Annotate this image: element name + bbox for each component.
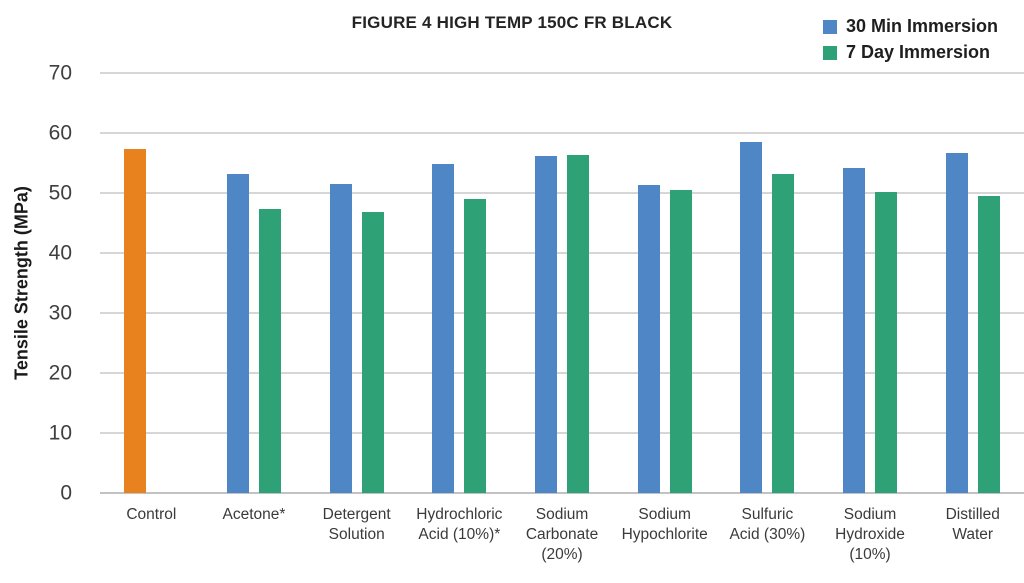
bar-slot-s1-c2 [361,73,384,493]
y-tick-label-0: 0 [60,481,72,505]
x-label-3: Hydrochloric Acid (10%)* [416,506,503,544]
x-label-8: Distilled Water [945,506,1000,544]
gridline-60 [100,132,1024,134]
bar-slot-s0-c1 [227,73,249,493]
chart-title: FIGURE 4 HIGH TEMP 150C FR BLACK [351,13,673,32]
legend-item-30min: 30 Min Immersion [822,16,998,37]
bar-group-4 [511,73,614,493]
bar-slot-s0-c2 [329,73,352,493]
bar-slot-s1-c0 [156,73,178,493]
bar-30-min-immersion-7 [843,167,866,493]
bar-group-0 [100,73,203,493]
x-label-2: Detergent Solution [322,506,391,544]
y-tick-labels: 0 10 20 30 40 50 60 70 [0,63,86,504]
bar-slot-s0-c8 [945,73,968,493]
y-tick-label-30: 30 [48,301,72,325]
legend: 30 Min Immersion 7 Day Immersion [822,16,998,63]
bar-group-6 [716,73,819,493]
bar-group-2 [305,73,408,493]
bar-slot-s1-c4 [567,73,590,493]
gridline-50 [100,192,1024,194]
bar-7-day-immersion-6 [772,173,795,493]
bar-group-5 [613,73,716,493]
y-tick-label-60: 60 [48,121,72,145]
bar-7-day-immersion-4 [567,154,590,493]
bar-30-min-immersion-3 [432,164,455,493]
legend-swatch-blue-icon [822,19,837,34]
legend-label-30min: 30 Min Immersion [845,16,998,36]
legend-swatch-green-icon [822,45,837,60]
x-axis-labels: Control Acetone* Detergent Solution Hydrochl… [100,505,1024,565]
bar-30-min-immersion-1 [227,173,249,493]
gridline-30 [100,312,1024,314]
x-label-7: Sodium Hydroxide (10%) [835,506,905,564]
bar-slot-s0-c4 [535,73,558,493]
legend-item-7day: 7 Day Immersion [822,42,998,63]
bar-7-day-immersion-5 [669,190,692,493]
bar-30-min-immersion-2 [329,184,352,493]
bar-slot-s1-c8 [977,73,1000,493]
x-label-1: Acetone* [222,506,286,523]
bar-30-min-immersion-6 [740,142,763,493]
bar-slot-s1-c7 [875,73,898,493]
y-tick-label-70: 70 [48,61,72,85]
plot-area [100,72,1024,494]
bar-30-min-immersion-4 [535,155,558,493]
bar-slot-s1-c3 [464,73,487,493]
x-label-6: Sulfuric Acid (30%) [729,506,806,544]
bar-slot-s0-c0 [124,73,147,493]
bar-7-day-immersion-8 [977,196,1000,493]
bar-7-day-immersion-3 [464,199,487,493]
x-label-5: Sodium Hypochlorite [621,506,708,544]
gridline-10 [100,432,1024,434]
gridline-20 [100,372,1024,374]
bar-group-1 [203,73,306,493]
bar-slot-s1-c5 [669,73,692,493]
gridline-0 [100,492,1024,494]
bar-slot-s1-c6 [772,73,795,493]
bar-7-day-immersion-7 [875,191,898,493]
x-label-4: Sodium Carbonate (20%) [525,506,599,564]
bar-slot-s0-c7 [843,73,866,493]
gridline-70 [100,72,1024,74]
bars-row [100,73,1024,493]
bar-30-min-immersion-5 [637,185,660,493]
bar-7-day-immersion-1 [259,209,281,493]
y-tick-label-20: 20 [48,361,72,385]
bar-slot-s0-c6 [740,73,763,493]
bar-30-min-immersion-0 [124,148,147,493]
y-tick-label-40: 40 [48,241,72,265]
bar-slot-s0-c5 [637,73,660,493]
bar-7-day-immersion-2 [361,212,384,493]
y-tick-label-10: 10 [48,421,72,445]
bar-30-min-immersion-8 [945,152,968,493]
bar-group-8 [921,73,1024,493]
bar-group-7 [819,73,922,493]
x-label-0: Control [126,506,177,523]
bar-slot-s1-c1 [259,73,281,493]
bar-slot-s0-c3 [432,73,455,493]
y-tick-label-50: 50 [48,181,72,205]
bar-group-3 [408,73,511,493]
gridline-40 [100,252,1024,254]
legend-label-7day: 7 Day Immersion [845,42,991,62]
